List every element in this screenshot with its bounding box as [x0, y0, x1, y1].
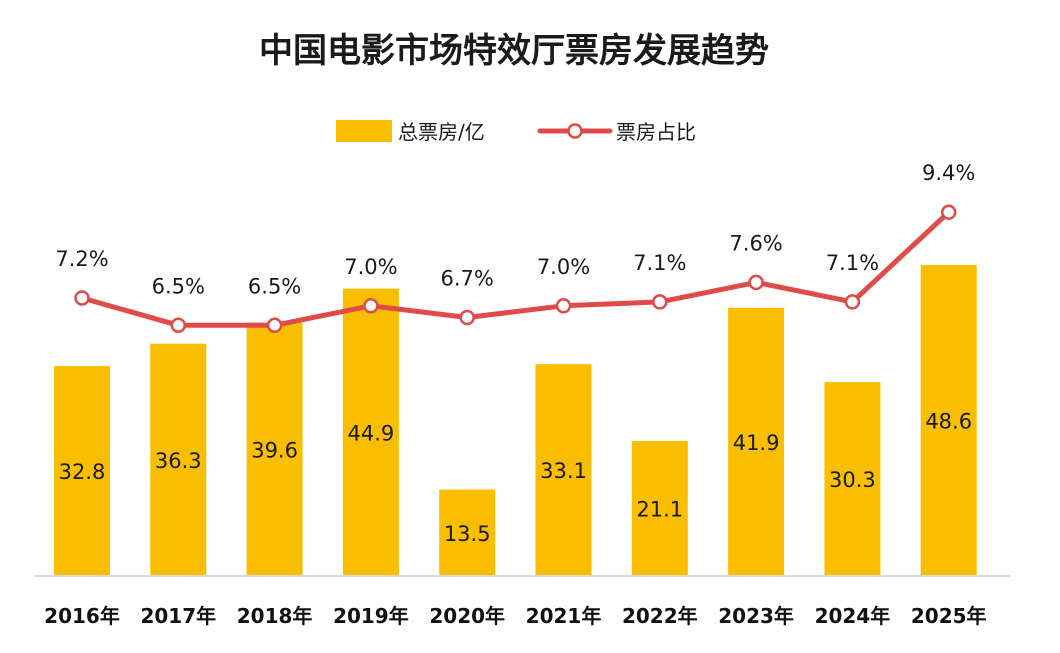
x-tick-label: 2021年: [526, 604, 602, 628]
percentage-label: 6.5%: [152, 274, 205, 298]
x-tick-label: 2019年: [333, 604, 409, 628]
legend-swatch-bar: [336, 120, 392, 142]
bar: [439, 489, 496, 576]
pct-labels-group: 7.2% 6.5% 6.5% 7.0% 6.7% 7.0% 7.1% 7.6% 7.1% 9.4%: [55, 161, 975, 298]
bar: [631, 440, 688, 576]
percentage-point: [555, 298, 572, 314]
percentage-label: 7.2%: [55, 247, 108, 271]
bar-value-label: 48.6: [925, 409, 972, 433]
bar: [54, 366, 110, 576]
bar-value-label: 44.9: [348, 421, 395, 445]
bar: [342, 288, 399, 576]
percentage-label: 7.0%: [537, 255, 590, 279]
percentage-label: 7.6%: [729, 231, 782, 255]
x-tick-label: 2018年: [237, 604, 313, 628]
percentage-point: [266, 317, 283, 334]
percentage-point: [170, 317, 187, 334]
percentage-point: [652, 294, 668, 310]
bar: [920, 264, 977, 576]
legend-marker: [567, 123, 583, 139]
bar-value-label: 30.3: [829, 468, 876, 492]
bar: [150, 343, 207, 576]
percentage-point: [363, 298, 379, 314]
bar: [728, 307, 785, 576]
legend-label-bar: 总票房/亿: [398, 120, 485, 144]
bar-value-label: 39.6: [251, 438, 298, 462]
x-labels-group: 2016年 2017年 2018年 2019年 2020年 2021年 2022年 2023年…: [44, 604, 986, 628]
percentage-point: [459, 309, 475, 326]
percentage-label: 6.7%: [441, 267, 494, 291]
bar: [535, 364, 592, 576]
x-tick-label: 2025年: [911, 604, 987, 628]
percentage-label: 7.0%: [344, 255, 397, 279]
percentage-line: [79, 209, 952, 328]
bar-value-label: 21.1: [636, 497, 683, 521]
legend-label-line: 票房占比: [616, 120, 696, 144]
percentage-label: 6.5%: [248, 274, 301, 298]
bar: [824, 382, 881, 576]
bar-labels-group: 32.8 36.3 39.6 44.9 13.5 33.1 21.1 41.9 30.3 48.6: [59, 409, 972, 545]
bar: [246, 322, 303, 576]
x-tick-label: 2016年: [44, 604, 120, 628]
x-tick-label: 2023年: [718, 604, 794, 628]
bar-value-label: 41.9: [733, 431, 780, 455]
bars-group: [54, 264, 977, 576]
bar-value-label: 33.1: [540, 459, 587, 483]
bar-value-label: 13.5: [444, 522, 491, 546]
x-tick-label: 2017年: [140, 604, 216, 628]
legend: 总票房/亿 票房占比: [336, 120, 696, 144]
percentage-point: [940, 204, 957, 220]
percentage-point: [748, 274, 764, 291]
percentage-label: 7.1%: [826, 251, 879, 275]
line-series-group: [74, 204, 957, 334]
x-tick-label: 2020年: [429, 604, 505, 628]
percentage-label: 9.4%: [922, 161, 975, 185]
percentage-point: [844, 294, 861, 310]
percentage-point: [74, 290, 90, 306]
x-tick-label: 2024年: [815, 604, 891, 628]
bar-value-label: 36.3: [155, 449, 202, 473]
x-tick-label: 2022年: [622, 604, 698, 628]
bar-value-label: 32.8: [59, 460, 106, 484]
percentage-label: 7.1%: [633, 251, 686, 275]
chart-title: 中国电影市场特效厅票房发展趋势: [259, 31, 769, 71]
